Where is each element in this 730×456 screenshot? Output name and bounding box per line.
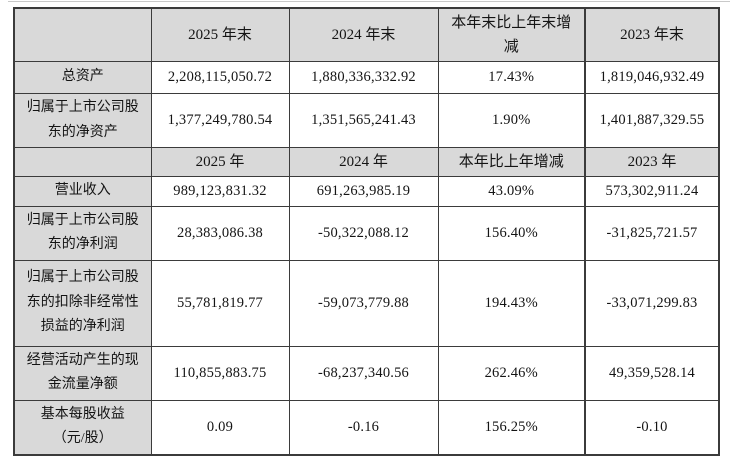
table-row-total-assets: 总资产 2,208,115,050.72 1,880,336,332.92 17…	[13, 61, 720, 94]
table-row-operating-cash-flow: 经营活动产生的现金流量净额 110,855,883.75 -68,237,340…	[13, 345, 720, 401]
cell-value: 1.90%	[437, 93, 586, 148]
table-row-net-profit-excl-nonrecurring: 归属于上市公司股东的扣除非经常性损益的净利润 55,781,819.77 -59…	[13, 259, 720, 347]
cell-value: 1,351,565,241.43	[288, 93, 439, 148]
row-label: 经营活动产生的现金流量净额	[13, 345, 152, 401]
cell-value: 2,208,115,050.72	[150, 61, 290, 94]
cell-value: -50,322,088.12	[288, 205, 439, 261]
cell-value: -59,073,779.88	[288, 259, 439, 347]
row-label: 归属于上市公司股东的净利润	[13, 205, 152, 261]
cell-value: -0.10	[584, 399, 720, 455]
cell-value: 1,377,249,780.54	[150, 93, 290, 148]
corner-cell	[13, 147, 152, 177]
col-header-2023-yearend: 2023 年末	[584, 7, 720, 62]
col-header-2023: 2023 年	[584, 147, 720, 177]
table-row-net-profit: 归属于上市公司股东的净利润 28,383,086.38 -50,322,088.…	[13, 205, 720, 261]
header-row-yearend: 2025 年末 2024 年末 本年末比上年末增减 2023 年末	[13, 7, 720, 62]
row-label: 总资产	[13, 61, 152, 94]
row-label: 归属于上市公司股东的净资产	[13, 93, 152, 148]
row-label: 营业收入	[13, 176, 152, 207]
cell-value: 49,359,528.14	[584, 345, 720, 401]
cell-value: 17.43%	[437, 61, 586, 94]
cell-value: -31,825,721.57	[584, 205, 720, 261]
cell-value: 194.43%	[437, 259, 586, 347]
financial-summary-table: 2025 年末 2024 年末 本年末比上年末增减 2023 年末 总资产 2,…	[13, 7, 720, 456]
cell-value: 691,263,985.19	[288, 176, 439, 207]
table-row-revenue: 营业收入 989,123,831.32 691,263,985.19 43.09…	[13, 176, 720, 207]
col-header-2025: 2025 年	[150, 147, 290, 177]
header-row-annual: 2025 年 2024 年 本年比上年增减 2023 年	[13, 147, 720, 177]
corner-cell	[13, 7, 152, 62]
cell-value: 156.40%	[437, 205, 586, 261]
cell-value: 156.25%	[437, 399, 586, 455]
cell-value: 43.09%	[437, 176, 586, 207]
cell-value: 0.09	[150, 399, 290, 455]
cell-value: 110,855,883.75	[150, 345, 290, 401]
col-header-2025-yearend: 2025 年末	[150, 7, 290, 62]
cell-value: -0.16	[288, 399, 439, 455]
table-row-basic-eps: 基本每股收益（元/股） 0.09 -0.16 156.25% -0.10	[13, 399, 720, 455]
cropped-text-rule	[8, 1, 730, 2]
cell-value: 28,383,086.38	[150, 205, 290, 261]
cell-value: -68,237,340.56	[288, 345, 439, 401]
cell-value: 1,401,887,329.55	[584, 93, 720, 148]
row-label: 基本每股收益（元/股）	[13, 399, 152, 455]
col-header-2024-yearend: 2024 年末	[288, 7, 439, 62]
col-header-yoy: 本年比上年增减	[437, 147, 586, 177]
cell-value: 262.46%	[437, 345, 586, 401]
cell-value: 1,819,046,932.49	[584, 61, 720, 94]
cell-value: 989,123,831.32	[150, 176, 290, 207]
row-label: 归属于上市公司股东的扣除非经常性损益的净利润	[13, 259, 152, 347]
col-header-yoy-yearend: 本年末比上年末增减	[437, 7, 586, 62]
cell-value: 55,781,819.77	[150, 259, 290, 347]
table-row-net-assets: 归属于上市公司股东的净资产 1,377,249,780.54 1,351,565…	[13, 93, 720, 148]
cell-value: 1,880,336,332.92	[288, 61, 439, 94]
cell-value: 573,302,911.24	[584, 176, 720, 207]
cell-value: -33,071,299.83	[584, 259, 720, 347]
col-header-2024: 2024 年	[288, 147, 439, 177]
